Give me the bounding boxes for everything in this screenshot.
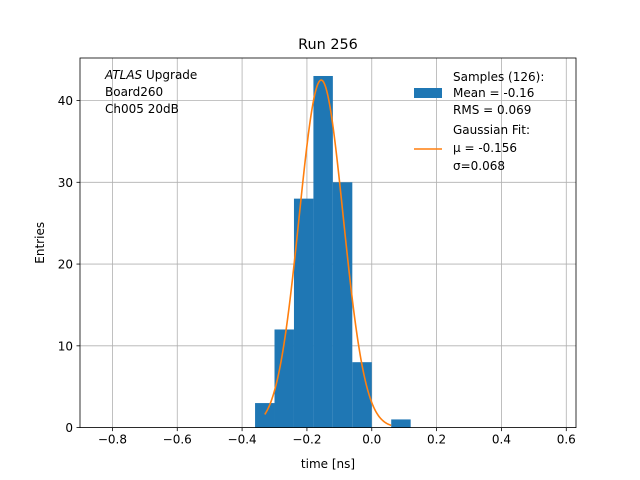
- axis-ticks: −0.8 −0.6 −0.4 −0.2 0.0 0.2 0.4 0.6 0 10 20 30 40: [58, 94, 576, 447]
- x-axis-label: time [ns]: [301, 457, 355, 471]
- histogram-bar: [255, 403, 275, 428]
- histogram-bar: [274, 329, 294, 428]
- histogram-bar: [391, 419, 411, 428]
- annotation-text: ATLAS Upgrade Board260 Ch005 20dB: [104, 68, 197, 116]
- axes-frame: [79, 57, 577, 429]
- legend: Samples (126): Mean = -0.16 RMS = 0.069 …: [414, 70, 544, 173]
- y-axis-label: Entries: [33, 222, 47, 264]
- annotation-line-3: Ch005 20dB: [105, 102, 179, 116]
- legend-samples-line-1: Samples (126):: [453, 70, 544, 84]
- annotation-upgrade: Upgrade: [142, 68, 197, 82]
- legend-fit-line-3: σ=0.068: [453, 159, 505, 173]
- histogram-bar: [293, 198, 314, 428]
- y-tick-label: 0: [65, 421, 73, 435]
- x-tick-label: −0.2: [292, 433, 321, 447]
- x-tick-label: 0.0: [362, 433, 381, 447]
- x-tick-label: −0.6: [163, 433, 192, 447]
- legend-samples-line-2: Mean = -0.16: [453, 86, 534, 100]
- x-tick-label: 0.2: [427, 433, 446, 447]
- annotation-line-2: Board260: [105, 85, 163, 99]
- x-tick-label: 0.4: [492, 433, 511, 447]
- x-tick-label: 0.6: [557, 433, 576, 447]
- legend-samples-line-3: RMS = 0.069: [453, 103, 531, 117]
- chart-title: Run 256: [298, 37, 358, 53]
- histogram-bar: [352, 362, 372, 428]
- annotation-line-1: ATLAS Upgrade: [104, 68, 197, 82]
- y-tick-label: 40: [58, 94, 73, 108]
- histogram-bars: [255, 75, 411, 428]
- y-tick-label: 20: [58, 258, 73, 272]
- annotation-atlas: ATLAS: [104, 68, 143, 82]
- histogram-bar: [313, 75, 333, 428]
- histogram-bar: [332, 182, 353, 428]
- legend-fit-line-1: Gaussian Fit:: [453, 123, 530, 137]
- y-tick-label: 10: [58, 339, 73, 353]
- x-tick-label: −0.4: [228, 433, 257, 447]
- gaussian-fit: [264, 79, 392, 427]
- gaussian-fit-curve: [264, 79, 392, 427]
- legend-samples-swatch: [414, 88, 442, 98]
- y-tick-label: 30: [58, 176, 73, 190]
- legend-fit-line-2: μ = -0.156: [453, 141, 517, 155]
- x-tick-label: −0.8: [98, 433, 127, 447]
